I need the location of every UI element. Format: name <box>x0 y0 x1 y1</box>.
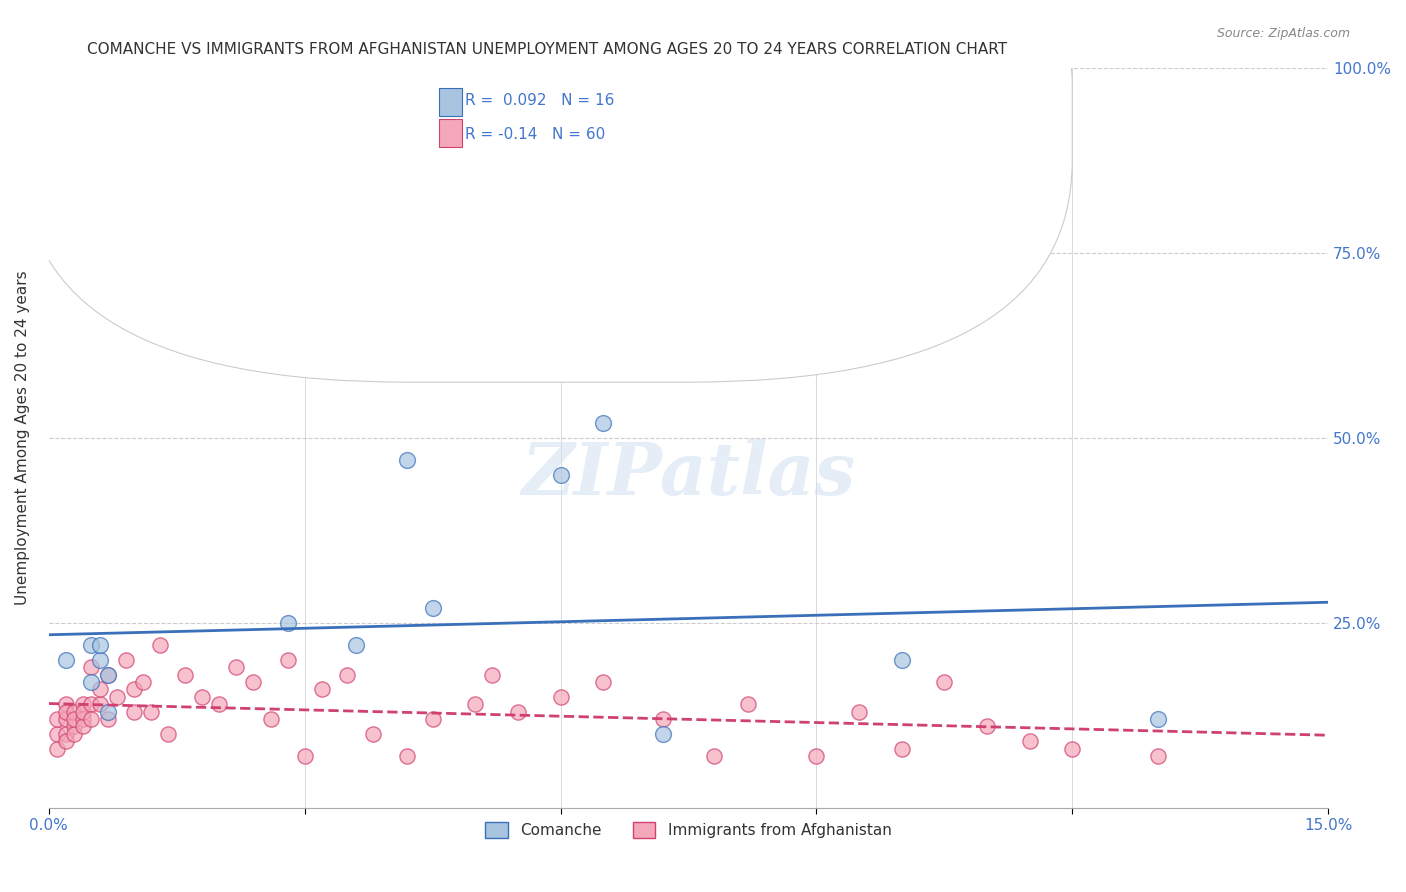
Point <box>651 727 673 741</box>
Bar <box>439 119 463 147</box>
Legend: Comanche, Immigrants from Afghanistan: Comanche, Immigrants from Afghanistan <box>479 816 897 845</box>
Point <box>46 727 69 741</box>
Point <box>80 712 103 726</box>
Point <box>422 601 444 615</box>
Point <box>277 615 299 630</box>
Point <box>97 667 120 681</box>
Point <box>114 653 136 667</box>
Point <box>592 416 614 430</box>
Text: R = -0.14   N = 60: R = -0.14 N = 60 <box>464 127 605 142</box>
Point <box>131 674 153 689</box>
Point <box>46 712 69 726</box>
Point <box>806 748 828 763</box>
Point <box>277 653 299 667</box>
Point <box>80 660 103 674</box>
Point <box>1062 741 1084 756</box>
Point <box>89 682 111 697</box>
Point <box>72 719 94 733</box>
Point <box>976 719 998 733</box>
Point <box>361 727 384 741</box>
Point <box>651 712 673 726</box>
Point <box>122 705 145 719</box>
Point <box>174 667 197 681</box>
Point <box>63 705 86 719</box>
Text: R =  0.092   N = 16: R = 0.092 N = 16 <box>464 94 614 109</box>
Point <box>55 705 77 719</box>
Point <box>55 697 77 711</box>
Point <box>55 712 77 726</box>
Point <box>97 712 120 726</box>
Point <box>464 697 486 711</box>
Point <box>592 674 614 689</box>
Point <box>242 674 264 689</box>
Point <box>105 690 128 704</box>
Point <box>550 467 572 482</box>
Point <box>934 674 956 689</box>
Point <box>89 653 111 667</box>
Point <box>395 748 418 763</box>
Point <box>72 705 94 719</box>
Point <box>55 734 77 748</box>
Point <box>80 674 103 689</box>
Point <box>703 748 725 763</box>
Point <box>55 727 77 741</box>
Point <box>737 697 759 711</box>
Text: Source: ZipAtlas.com: Source: ZipAtlas.com <box>1216 27 1350 40</box>
Point <box>208 697 231 711</box>
Point <box>311 682 333 697</box>
Point <box>395 453 418 467</box>
Point <box>122 682 145 697</box>
Point <box>72 697 94 711</box>
Point <box>191 690 214 704</box>
Point <box>506 705 529 719</box>
Point <box>89 638 111 652</box>
Point <box>1018 734 1040 748</box>
Y-axis label: Unemployment Among Ages 20 to 24 years: Unemployment Among Ages 20 to 24 years <box>15 270 30 605</box>
Text: ZIPatlas: ZIPatlas <box>522 439 855 510</box>
Point <box>344 638 367 652</box>
Point <box>890 653 912 667</box>
Point <box>97 705 120 719</box>
Point <box>481 667 503 681</box>
Point <box>1146 748 1168 763</box>
Point <box>46 741 69 756</box>
Point <box>149 638 172 652</box>
Point <box>259 712 281 726</box>
Point <box>55 653 77 667</box>
Point <box>63 727 86 741</box>
Point <box>80 638 103 652</box>
Point <box>890 741 912 756</box>
FancyBboxPatch shape <box>22 0 1073 382</box>
Point <box>294 748 316 763</box>
Point <box>336 667 359 681</box>
Point <box>422 712 444 726</box>
Point <box>72 712 94 726</box>
Point <box>80 697 103 711</box>
Point <box>1146 712 1168 726</box>
Point <box>550 690 572 704</box>
Point <box>63 719 86 733</box>
Point <box>63 712 86 726</box>
Point <box>139 705 162 719</box>
Bar <box>439 87 463 116</box>
Point <box>848 705 870 719</box>
Point <box>89 697 111 711</box>
Point <box>97 667 120 681</box>
Point <box>225 660 247 674</box>
Point <box>157 727 180 741</box>
Text: COMANCHE VS IMMIGRANTS FROM AFGHANISTAN UNEMPLOYMENT AMONG AGES 20 TO 24 YEARS C: COMANCHE VS IMMIGRANTS FROM AFGHANISTAN … <box>87 42 1007 57</box>
